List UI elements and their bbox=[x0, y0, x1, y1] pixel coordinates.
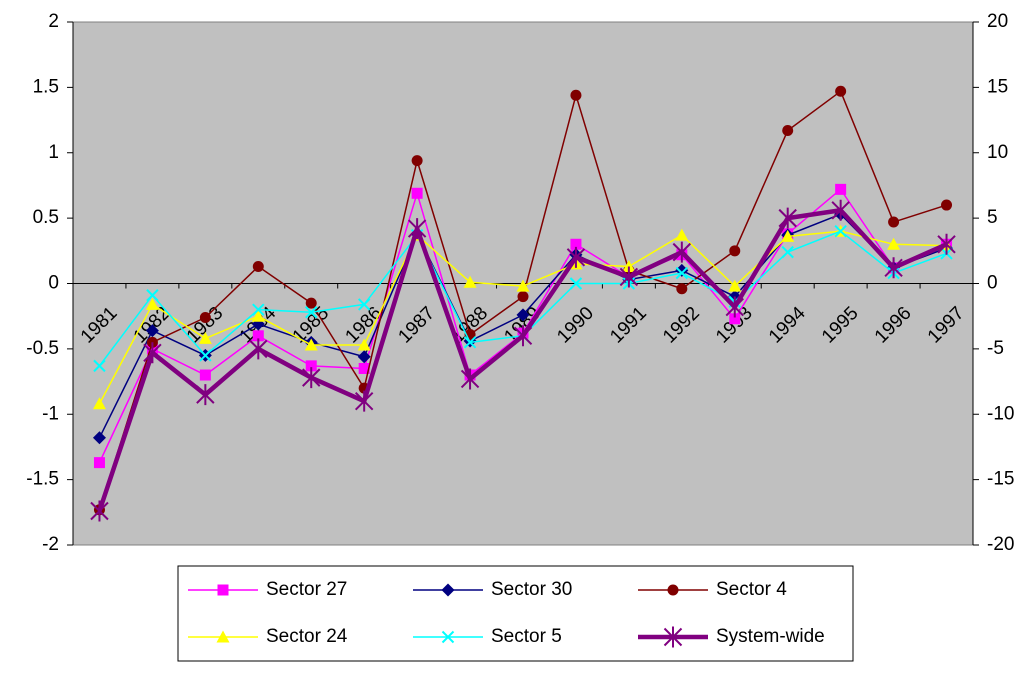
data-point bbox=[199, 349, 212, 362]
legend-marker bbox=[441, 630, 455, 644]
data-point bbox=[145, 324, 159, 338]
legend-label: Sector 27 bbox=[266, 579, 347, 600]
y-tick-label: -1 bbox=[42, 403, 59, 424]
legend-label: Sector 30 bbox=[491, 579, 572, 600]
data-point bbox=[622, 260, 636, 273]
y2-tick-label: 20 bbox=[987, 11, 1008, 32]
data-point bbox=[411, 187, 423, 199]
y-tick-label: 1 bbox=[48, 142, 59, 163]
data-point bbox=[305, 297, 317, 309]
data-point bbox=[888, 216, 900, 228]
y-tick-label: 2 bbox=[48, 11, 59, 32]
y-tick-label: -1.5 bbox=[26, 469, 59, 490]
y-tick-label: -2 bbox=[42, 534, 59, 555]
data-point bbox=[463, 336, 477, 349]
data-point bbox=[834, 224, 847, 238]
data-point bbox=[676, 283, 688, 295]
data-point bbox=[93, 457, 105, 469]
data-point bbox=[249, 338, 268, 360]
legend-marker bbox=[217, 584, 229, 596]
data-point bbox=[146, 289, 159, 302]
data-point bbox=[619, 266, 639, 288]
y2-tick-label: -5 bbox=[987, 338, 1004, 359]
data-point bbox=[92, 431, 106, 445]
y2-tick-label: 15 bbox=[987, 76, 1008, 97]
data-point bbox=[302, 367, 321, 389]
data-point bbox=[835, 183, 847, 195]
data-point bbox=[252, 330, 264, 342]
data-point bbox=[305, 360, 317, 372]
legend-marker bbox=[667, 584, 679, 596]
y2-tick-label: 10 bbox=[987, 142, 1008, 163]
data-point bbox=[305, 306, 318, 319]
legend-label: System-wide bbox=[716, 626, 825, 647]
data-point bbox=[516, 279, 530, 292]
data-point bbox=[199, 369, 211, 381]
data-point bbox=[729, 313, 741, 325]
y2-tick-label: -20 bbox=[987, 534, 1014, 555]
data-point bbox=[566, 246, 586, 268]
y-tick-label: -0.5 bbox=[26, 338, 59, 359]
data-point bbox=[513, 325, 533, 347]
data-point bbox=[251, 309, 265, 322]
data-point bbox=[725, 296, 744, 318]
data-point bbox=[357, 350, 371, 364]
data-point bbox=[884, 257, 903, 279]
data-point bbox=[92, 397, 106, 410]
y-tick-label: 0 bbox=[48, 273, 59, 294]
data-point bbox=[831, 199, 850, 221]
y2-tick-label: -10 bbox=[987, 403, 1014, 424]
data-point bbox=[411, 155, 423, 167]
data-point bbox=[357, 298, 371, 311]
data-point bbox=[835, 85, 847, 97]
data-point bbox=[199, 311, 211, 323]
data-point bbox=[463, 275, 477, 288]
legend-marker bbox=[663, 626, 683, 648]
legend-label: Sector 4 bbox=[716, 579, 787, 600]
legend-marker bbox=[441, 583, 455, 597]
data-point bbox=[358, 362, 370, 374]
data-point bbox=[675, 228, 689, 241]
data-point bbox=[941, 199, 953, 211]
y2-tick-label: 0 bbox=[987, 273, 998, 294]
data-point bbox=[304, 338, 318, 351]
data-point bbox=[145, 297, 159, 310]
data-point bbox=[407, 218, 427, 240]
data-point bbox=[517, 291, 529, 303]
y2-tick-label: 5 bbox=[987, 207, 998, 228]
data-point bbox=[354, 390, 374, 412]
legend-marker bbox=[216, 630, 230, 643]
data-point bbox=[198, 331, 212, 344]
data-point bbox=[937, 233, 956, 255]
y-tick-label: 0.5 bbox=[33, 207, 59, 228]
data-point bbox=[781, 245, 794, 259]
y2-tick-label: -15 bbox=[987, 469, 1014, 490]
data-point bbox=[570, 238, 582, 250]
y-tick-label: 1.5 bbox=[33, 76, 59, 97]
data-point bbox=[252, 261, 264, 273]
data-point bbox=[569, 277, 583, 290]
data-point bbox=[728, 279, 742, 292]
data-point bbox=[570, 89, 582, 101]
data-point bbox=[143, 342, 162, 364]
data-point bbox=[90, 500, 109, 522]
data-point bbox=[252, 303, 265, 316]
data-point bbox=[781, 229, 795, 242]
data-point bbox=[460, 368, 480, 390]
legend-label: Sector 24 bbox=[266, 626, 348, 647]
data-point bbox=[516, 308, 530, 322]
data-point bbox=[778, 207, 797, 229]
legend-label: Sector 5 bbox=[491, 626, 562, 647]
legend bbox=[177, 565, 854, 662]
data-point bbox=[672, 241, 692, 263]
data-point bbox=[782, 125, 794, 137]
data-point bbox=[93, 359, 106, 373]
data-point bbox=[729, 245, 741, 257]
data-point bbox=[196, 384, 215, 406]
data-point bbox=[887, 237, 901, 250]
data-point bbox=[675, 266, 689, 280]
data-point bbox=[357, 338, 371, 351]
